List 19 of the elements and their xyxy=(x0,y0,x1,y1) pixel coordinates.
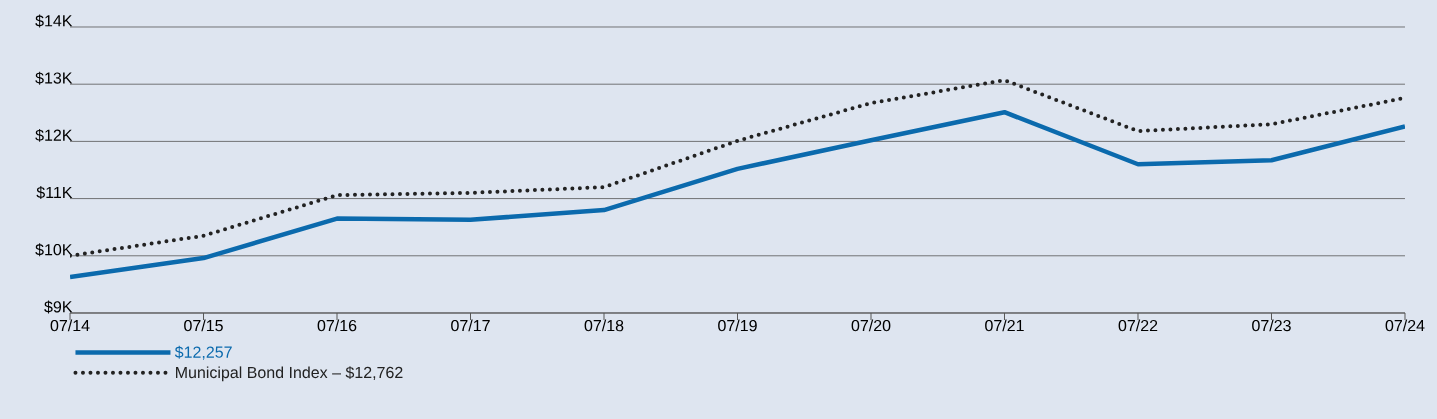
y-tick-label: $13K xyxy=(35,71,73,85)
x-tick-label: 07/18 xyxy=(584,319,624,332)
y-tick-label: $12K xyxy=(35,128,73,142)
x-tick-label: 07/17 xyxy=(451,319,490,332)
x-tick-label: 07/20 xyxy=(851,319,891,332)
y-tick-label: $9K xyxy=(44,300,73,314)
x-tick-label: 07/16 xyxy=(317,319,357,332)
x-tick-label: 07/24 xyxy=(1385,319,1425,332)
y-tick-label: $11K xyxy=(36,186,73,200)
x-tick-label: 07/15 xyxy=(184,319,223,332)
x-tick-label: 07/22 xyxy=(1118,319,1158,332)
y-tick-label: $10K xyxy=(35,243,73,257)
x-tick-label: 07/19 xyxy=(718,319,757,332)
y-tick-label: $14K xyxy=(35,14,73,28)
text: Municipal Bond Index – $12,762 xyxy=(176,366,403,382)
text: $12,257 xyxy=(174,345,232,360)
x-tick-label: 07/14 xyxy=(50,319,90,332)
x-tick-label: 07/23 xyxy=(1252,319,1291,332)
x-tick-label: 07/21 xyxy=(985,319,1024,332)
